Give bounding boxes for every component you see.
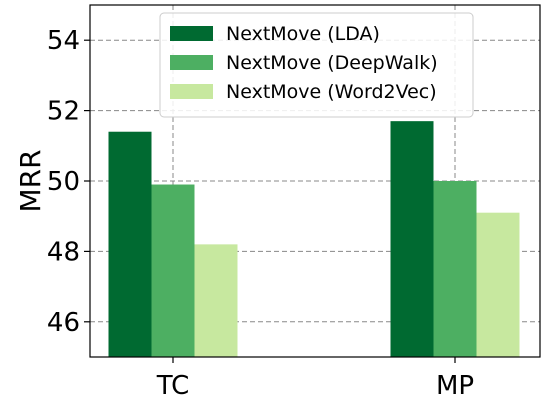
legend-box [159,12,474,118]
y-tick-label: 54 [47,26,80,56]
legend-swatch [170,26,213,41]
bar [476,212,520,357]
legend-entry: NextMove (DeepWalk) [226,52,438,74]
bar [433,181,477,357]
bar [390,121,434,357]
x-axis-ticks: TC MP [156,357,474,400]
legend-swatch [170,55,213,70]
bars [108,121,520,357]
x-tick-label: TC [156,371,190,400]
y-tick-label: 50 [47,167,80,197]
y-axis-label: MRR [14,149,47,212]
legend-entry: NextMove (Word2Vec) [226,81,437,103]
bar [108,131,152,357]
bar [151,184,195,357]
y-tick-label: 48 [47,237,80,267]
legend-swatch [170,84,213,99]
legend-entry: NextMove (LDA) [226,23,380,45]
legend: NextMove (LDA) NextMove (DeepWalk) NextMov… [159,12,474,118]
x-tick-label: MP [436,371,474,400]
bar [194,244,238,357]
y-tick-label: 52 [47,97,80,127]
y-axis-ticks: 46 48 50 52 54 [47,26,90,338]
y-tick-label: 46 [47,308,80,338]
